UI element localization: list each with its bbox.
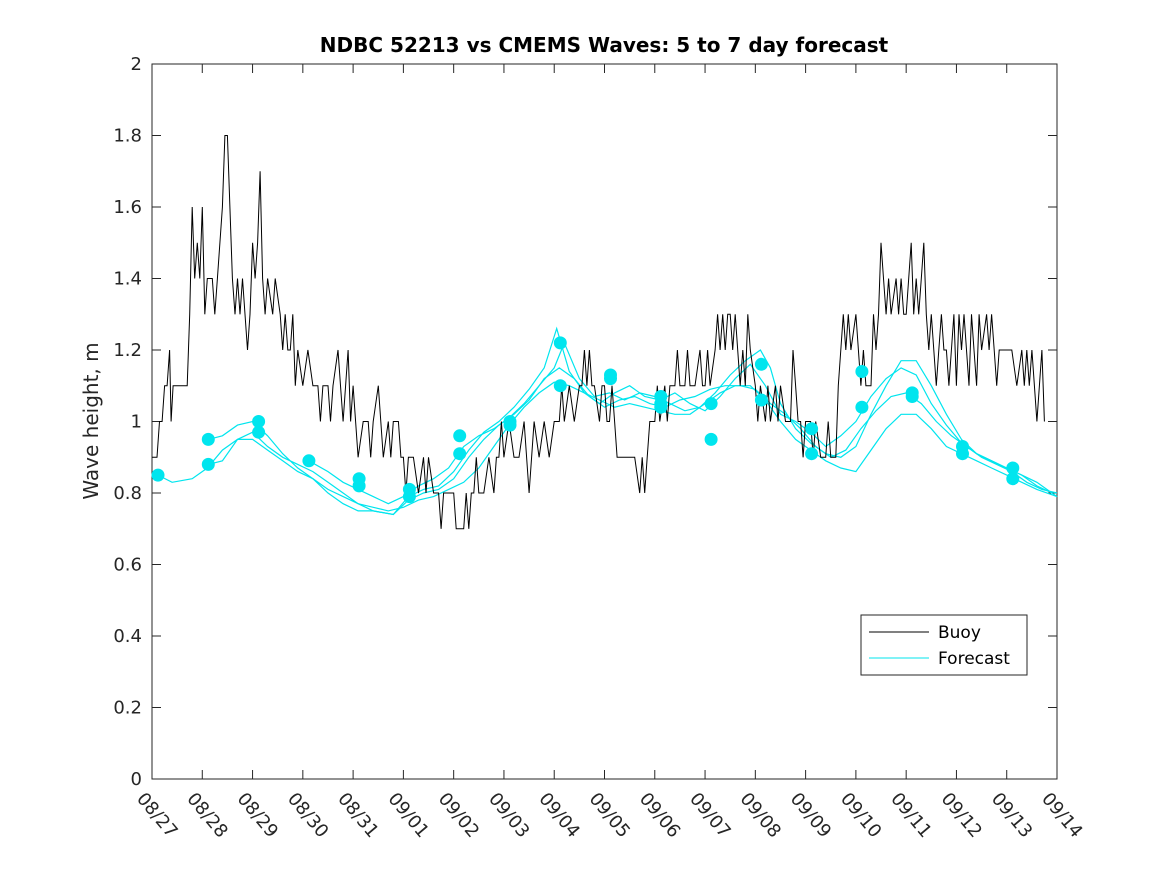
forecast-marker — [805, 422, 819, 436]
y-axis-label: Wave height, m — [79, 342, 103, 499]
forecast-marker — [201, 432, 215, 446]
forecast-marker — [201, 457, 215, 471]
legend: Buoy Forecast — [860, 614, 1028, 676]
forecast-marker — [252, 425, 266, 439]
forecast-marker — [754, 393, 768, 407]
forecast-marker — [855, 365, 869, 378]
forecast-marker — [453, 447, 467, 461]
y-tick-label: 0 — [131, 769, 142, 790]
forecast-line — [208, 326, 1053, 516]
series-layer — [151, 135, 1058, 530]
axis-ticks — [151, 63, 1058, 780]
legend-label-forecast: Forecast — [938, 649, 1010, 669]
forecast-marker — [1006, 461, 1020, 475]
forecast-marker — [453, 429, 467, 443]
y-tick-label: 0.2 — [113, 698, 142, 719]
y-tick-label: 1.8 — [113, 126, 142, 147]
forecast-marker — [503, 418, 517, 432]
forecast-marker — [352, 479, 366, 493]
legend-label-buoy: Buoy — [938, 623, 981, 643]
y-tick-label: 0.6 — [113, 555, 142, 576]
chart-title: NDBC 52213 vs CMEMS Waves: 5 to 7 day fo… — [320, 33, 889, 57]
y-tick-label: 1.4 — [113, 269, 142, 290]
forecast-marker — [704, 432, 718, 446]
forecast-marker — [956, 447, 969, 461]
y-tick-label: 0.4 — [113, 626, 142, 647]
forecast-marker — [855, 400, 869, 414]
y-tick-label: 1 — [131, 412, 142, 433]
forecast-marker — [805, 447, 819, 461]
y-axis-tick-labels: 0 0.2 0.4 0.6 0.8 1 1.2 1.4 1.6 1.8 2 — [113, 54, 142, 790]
forecast-marker — [252, 415, 266, 428]
forecast-marker — [402, 490, 416, 504]
forecast-marker — [754, 357, 768, 371]
y-tick-label: 1.6 — [113, 197, 142, 218]
forecast-marker — [553, 379, 567, 393]
forecast-marker — [151, 468, 165, 482]
y-tick-label: 2 — [131, 54, 142, 75]
y-tick-label: 1.2 — [113, 340, 142, 361]
forecast-marker — [654, 400, 668, 414]
forecast-marker — [704, 397, 718, 411]
forecast-marker — [1006, 472, 1020, 486]
forecast-marker — [905, 390, 919, 403]
legend-box — [860, 614, 1028, 676]
forecast-marker — [604, 372, 617, 386]
forecast-marker — [553, 336, 567, 350]
forecast-line — [308, 341, 1058, 505]
forecast-marker — [302, 454, 316, 468]
buoy-line — [152, 135, 1045, 530]
y-tick-label: 0.8 — [113, 483, 142, 504]
